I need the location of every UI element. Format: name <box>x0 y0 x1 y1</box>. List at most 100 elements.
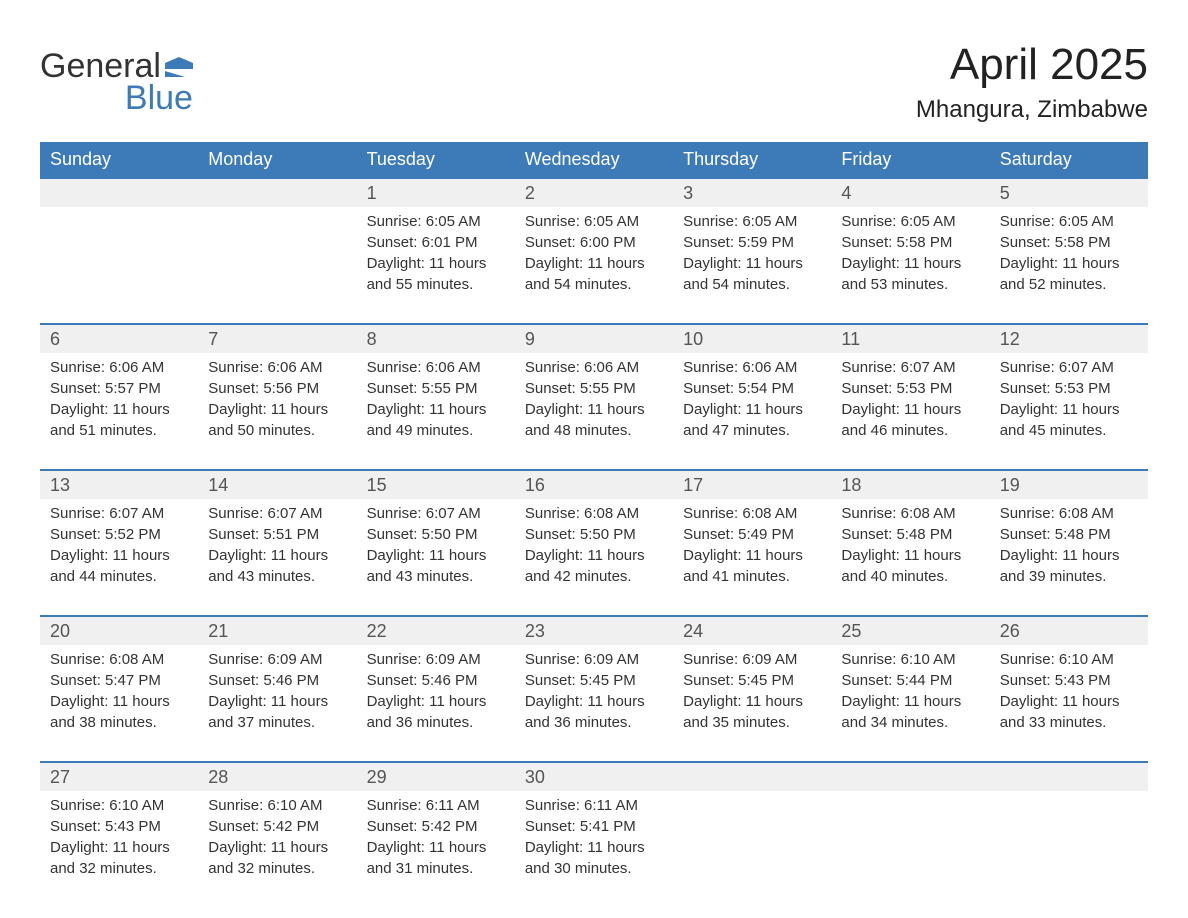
column-header: Thursday <box>673 142 831 177</box>
day-number-cell: 3 <box>673 177 831 207</box>
sunrise-text: Sunrise: 6:08 AM <box>841 503 979 524</box>
daylight-text: Daylight: 11 hours and 55 minutes. <box>367 253 505 295</box>
week-day-numbers: 12345 <box>40 177 1148 207</box>
daylight-text: Daylight: 11 hours and 32 minutes. <box>50 837 188 879</box>
column-header: Friday <box>831 142 989 177</box>
logo: General Blue <box>40 40 193 115</box>
day-data-cell: Sunrise: 6:06 AMSunset: 5:56 PMDaylight:… <box>198 353 356 469</box>
day-number-cell: 15 <box>357 469 515 499</box>
daylight-text: Daylight: 11 hours and 51 minutes. <box>50 399 188 441</box>
header: General Blue April 2025 Mhangura, Zimbab… <box>40 40 1148 124</box>
day-number-cell <box>831 761 989 791</box>
sunset-text: Sunset: 5:53 PM <box>841 378 979 399</box>
day-number-cell: 30 <box>515 761 673 791</box>
sunset-text: Sunset: 5:42 PM <box>208 816 346 837</box>
day-data-cell: Sunrise: 6:09 AMSunset: 5:46 PMDaylight:… <box>198 645 356 761</box>
sunrise-text: Sunrise: 6:08 AM <box>683 503 821 524</box>
day-data-cell: Sunrise: 6:05 AMSunset: 5:58 PMDaylight:… <box>831 207 989 323</box>
day-number-cell: 10 <box>673 323 831 353</box>
day-data-cell: Sunrise: 6:07 AMSunset: 5:50 PMDaylight:… <box>357 499 515 615</box>
day-number-cell: 22 <box>357 615 515 645</box>
day-number-cell: 29 <box>357 761 515 791</box>
sunrise-text: Sunrise: 6:06 AM <box>208 357 346 378</box>
day-data-cell: Sunrise: 6:08 AMSunset: 5:50 PMDaylight:… <box>515 499 673 615</box>
sunrise-text: Sunrise: 6:06 AM <box>525 357 663 378</box>
sunset-text: Sunset: 5:46 PM <box>367 670 505 691</box>
daylight-text: Daylight: 11 hours and 45 minutes. <box>1000 399 1138 441</box>
calendar: SundayMondayTuesdayWednesdayThursdayFrid… <box>40 142 1148 907</box>
daylight-text: Daylight: 11 hours and 47 minutes. <box>683 399 821 441</box>
week-day-data: Sunrise: 6:08 AMSunset: 5:47 PMDaylight:… <box>40 645 1148 761</box>
daylight-text: Daylight: 11 hours and 43 minutes. <box>208 545 346 587</box>
daylight-text: Daylight: 11 hours and 38 minutes. <box>50 691 188 733</box>
day-number-cell: 11 <box>831 323 989 353</box>
day-data-cell: Sunrise: 6:07 AMSunset: 5:53 PMDaylight:… <box>831 353 989 469</box>
sunrise-text: Sunrise: 6:08 AM <box>50 649 188 670</box>
daylight-text: Daylight: 11 hours and 39 minutes. <box>1000 545 1138 587</box>
daylight-text: Daylight: 11 hours and 40 minutes. <box>841 545 979 587</box>
sunrise-text: Sunrise: 6:06 AM <box>50 357 188 378</box>
day-number-cell: 7 <box>198 323 356 353</box>
sunrise-text: Sunrise: 6:10 AM <box>841 649 979 670</box>
daylight-text: Daylight: 11 hours and 48 minutes. <box>525 399 663 441</box>
calendar-body: 12345Sunrise: 6:05 AMSunset: 6:01 PMDayl… <box>40 177 1148 907</box>
daylight-text: Daylight: 11 hours and 34 minutes. <box>841 691 979 733</box>
daylight-text: Daylight: 11 hours and 54 minutes. <box>683 253 821 295</box>
day-number-cell: 18 <box>831 469 989 499</box>
sunset-text: Sunset: 5:43 PM <box>50 816 188 837</box>
sunrise-text: Sunrise: 6:05 AM <box>841 211 979 232</box>
day-data-cell: Sunrise: 6:07 AMSunset: 5:52 PMDaylight:… <box>40 499 198 615</box>
day-number-cell: 2 <box>515 177 673 207</box>
day-number-cell: 6 <box>40 323 198 353</box>
flag-icon <box>165 50 193 82</box>
day-number-cell: 23 <box>515 615 673 645</box>
sunset-text: Sunset: 5:46 PM <box>208 670 346 691</box>
day-number-cell: 25 <box>831 615 989 645</box>
daylight-text: Daylight: 11 hours and 43 minutes. <box>367 545 505 587</box>
sunset-text: Sunset: 5:55 PM <box>525 378 663 399</box>
column-header: Sunday <box>40 142 198 177</box>
week-day-numbers: 27282930 <box>40 761 1148 791</box>
day-data-cell: Sunrise: 6:10 AMSunset: 5:42 PMDaylight:… <box>198 791 356 907</box>
day-number-cell <box>990 761 1148 791</box>
day-data-cell: Sunrise: 6:06 AMSunset: 5:55 PMDaylight:… <box>515 353 673 469</box>
day-number-cell: 1 <box>357 177 515 207</box>
day-number-cell: 8 <box>357 323 515 353</box>
daylight-text: Daylight: 11 hours and 37 minutes. <box>208 691 346 733</box>
week-day-numbers: 13141516171819 <box>40 469 1148 499</box>
sunrise-text: Sunrise: 6:11 AM <box>525 795 663 816</box>
sunset-text: Sunset: 5:56 PM <box>208 378 346 399</box>
sunset-text: Sunset: 5:50 PM <box>525 524 663 545</box>
day-number-cell: 28 <box>198 761 356 791</box>
day-number-cell: 19 <box>990 469 1148 499</box>
day-data-cell: Sunrise: 6:06 AMSunset: 5:54 PMDaylight:… <box>673 353 831 469</box>
day-number-cell <box>198 177 356 207</box>
sunrise-text: Sunrise: 6:09 AM <box>367 649 505 670</box>
day-data-cell: Sunrise: 6:11 AMSunset: 5:42 PMDaylight:… <box>357 791 515 907</box>
day-number-cell: 17 <box>673 469 831 499</box>
sunset-text: Sunset: 5:55 PM <box>367 378 505 399</box>
week-day-numbers: 6789101112 <box>40 323 1148 353</box>
daylight-text: Daylight: 11 hours and 30 minutes. <box>525 837 663 879</box>
day-data-cell <box>831 791 989 907</box>
day-data-cell <box>198 207 356 323</box>
day-number-cell: 27 <box>40 761 198 791</box>
day-data-cell: Sunrise: 6:05 AMSunset: 5:58 PMDaylight:… <box>990 207 1148 323</box>
calendar-header-row: SundayMondayTuesdayWednesdayThursdayFrid… <box>40 142 1148 177</box>
column-header: Monday <box>198 142 356 177</box>
day-data-cell: Sunrise: 6:07 AMSunset: 5:51 PMDaylight:… <box>198 499 356 615</box>
day-data-cell: Sunrise: 6:08 AMSunset: 5:48 PMDaylight:… <box>990 499 1148 615</box>
daylight-text: Daylight: 11 hours and 35 minutes. <box>683 691 821 733</box>
sunrise-text: Sunrise: 6:09 AM <box>525 649 663 670</box>
day-data-cell <box>990 791 1148 907</box>
week-day-numbers: 20212223242526 <box>40 615 1148 645</box>
sunrise-text: Sunrise: 6:06 AM <box>683 357 821 378</box>
sunset-text: Sunset: 5:59 PM <box>683 232 821 253</box>
daylight-text: Daylight: 11 hours and 42 minutes. <box>525 545 663 587</box>
sunrise-text: Sunrise: 6:08 AM <box>525 503 663 524</box>
sunset-text: Sunset: 5:51 PM <box>208 524 346 545</box>
sunrise-text: Sunrise: 6:07 AM <box>208 503 346 524</box>
sunset-text: Sunset: 5:45 PM <box>525 670 663 691</box>
day-number-cell: 12 <box>990 323 1148 353</box>
day-number-cell <box>673 761 831 791</box>
